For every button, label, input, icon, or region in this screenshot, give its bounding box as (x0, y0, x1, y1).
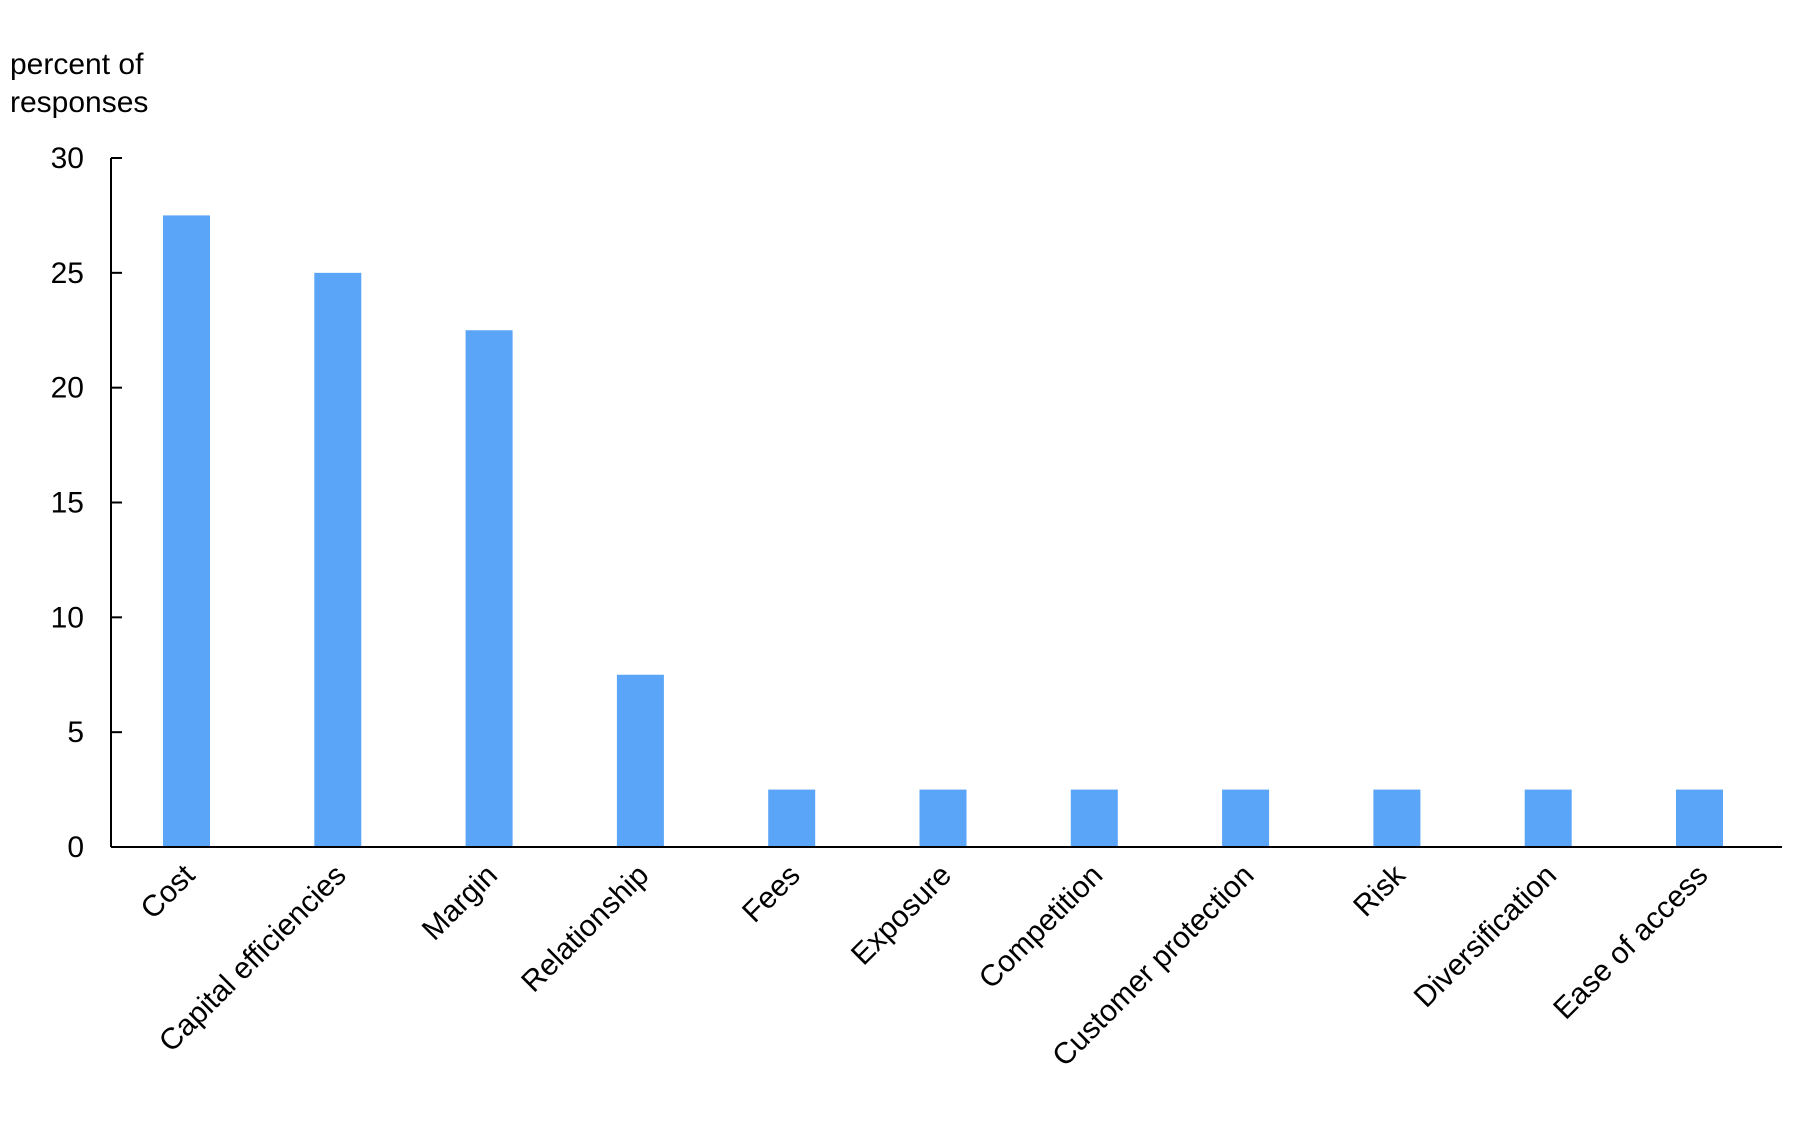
bar (1676, 789, 1723, 847)
bar (919, 789, 967, 847)
bar (616, 674, 664, 847)
x-category-label: Exposure (845, 859, 958, 972)
y-tick-label: 5 (67, 716, 84, 749)
x-category-label: Risk (1347, 858, 1412, 923)
y-tick-label: 30 (51, 142, 84, 175)
bar (314, 272, 362, 847)
y-tick-label: 15 (51, 487, 84, 520)
y-axis-label-line-1: percent of (10, 48, 144, 81)
y-axis-label-line-2: responses (10, 86, 148, 119)
bars-group (163, 215, 1723, 847)
bar (1524, 789, 1572, 847)
bar (1373, 789, 1421, 847)
x-category-label: Competition (973, 859, 1110, 996)
bar (465, 330, 513, 847)
x-category-label: Diversification (1408, 859, 1563, 1014)
y-tick-label: 0 (67, 831, 84, 864)
bar (1222, 789, 1270, 847)
bar (1070, 789, 1118, 847)
x-category-label: Margin (416, 859, 504, 947)
x-category-label: Cost (134, 858, 201, 925)
bar (768, 789, 816, 847)
y-tick-label: 10 (51, 601, 84, 634)
x-category-label: Fees (736, 859, 807, 930)
y-tick-label: 20 (51, 372, 84, 405)
x-category-label: Relationship (515, 859, 655, 999)
y-tick-label: 25 (51, 257, 84, 290)
x-category-label: Ease of access (1547, 859, 1714, 1026)
y-axis-ticks: 0 5 10 15 20 25 30 (51, 142, 122, 864)
bar (163, 215, 210, 847)
